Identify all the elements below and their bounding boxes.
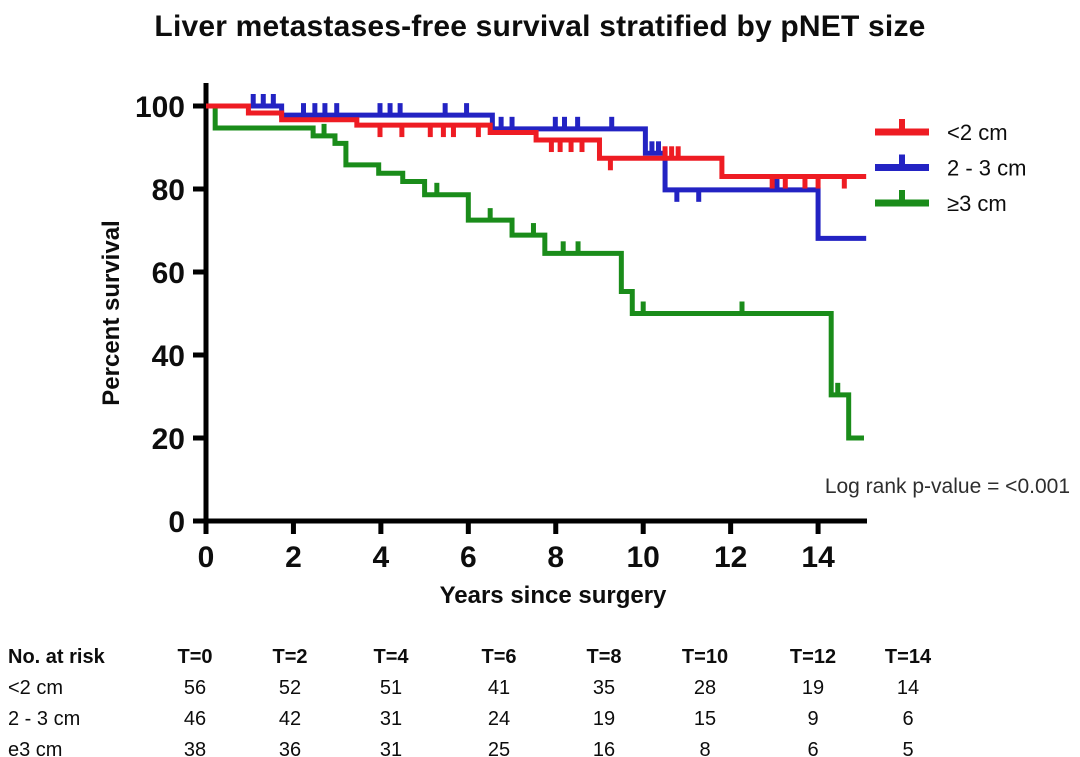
y-tick-label: 0 xyxy=(168,506,185,539)
risk-count-cell: 16 xyxy=(592,739,616,757)
x-tick-label: 4 xyxy=(373,541,390,574)
risk-count-cell: 42 xyxy=(278,708,302,730)
risk-count-cell: 14 xyxy=(896,677,920,699)
x-axis-title: Years since surgery xyxy=(440,582,667,609)
km-curves-layer xyxy=(206,94,867,441)
risk-column-header: T=8 xyxy=(586,646,622,668)
risk-count-cell: 36 xyxy=(278,739,302,757)
risk-count-cell: 15 xyxy=(693,708,717,730)
chart-title: Liver metastases-free survival stratifie… xyxy=(154,10,926,43)
x-tick-label: 6 xyxy=(460,541,477,574)
risk-count-cell: 51 xyxy=(379,677,403,699)
risk-count-cell: 24 xyxy=(487,708,511,730)
risk-count-cell: 56 xyxy=(183,677,207,699)
risk-count-cell: 5 xyxy=(902,739,914,757)
risk-count-cell: 25 xyxy=(487,739,511,757)
y-tick-label: 40 xyxy=(152,340,185,373)
risk-count-cell: 31 xyxy=(379,739,403,757)
axes-layer: 0 20 40 60 80 100 0 2 4 6 8 10 12 14 xyxy=(135,83,867,574)
risk-count-cell: 38 xyxy=(183,739,207,757)
risk-column-header: T=6 xyxy=(481,646,517,668)
legend-label-0: <2 cm xyxy=(947,120,1008,145)
y-tick-label: 100 xyxy=(135,91,185,124)
risk-column-header: T=12 xyxy=(789,646,837,668)
y-tick-label: 80 xyxy=(152,174,185,207)
risk-table-title: No. at risk xyxy=(8,646,105,668)
risk-row-label: e3 cm xyxy=(8,739,63,757)
risk-row-label: 2 - 3 cm xyxy=(8,708,81,730)
log-rank-annotation: Log rank p-value = <0.001 xyxy=(825,475,1070,498)
risk-column-header: T=0 xyxy=(177,646,213,668)
legend-label-1: 2 - 3 cm xyxy=(947,156,1026,181)
y-tick-label: 60 xyxy=(152,257,185,290)
risk-count-cell: 31 xyxy=(379,708,403,730)
legend-label-2: ≥3 cm xyxy=(947,191,1007,216)
risk-column-header: T=14 xyxy=(884,646,932,668)
risk-row-label: <2 cm xyxy=(8,677,64,699)
x-tick-label: 12 xyxy=(714,541,747,574)
x-tick-label: 0 xyxy=(198,541,215,574)
risk-count-cell: 8 xyxy=(699,739,711,757)
legend: <2 cm 2 - 3 cm ≥3 cm xyxy=(875,119,1026,216)
km-curve-series-0 xyxy=(206,103,867,180)
km-curve-series-2 xyxy=(206,103,864,441)
y-tick-label: 20 xyxy=(152,423,185,456)
x-tick-label: 2 xyxy=(285,541,302,574)
risk-count-cell: 9 xyxy=(807,708,819,730)
risk-count-cell: 28 xyxy=(693,677,717,699)
risk-count-cell: 46 xyxy=(183,708,207,730)
x-tick-label: 8 xyxy=(547,541,564,574)
x-tick-label: 14 xyxy=(801,541,835,574)
km-plot: 0 20 40 60 80 100 0 2 4 6 8 10 12 14 <2 cm 2 - 3 cm ≥3 … xyxy=(98,83,1070,609)
risk-count-cell: 6 xyxy=(807,739,819,757)
risk-count-cell: 19 xyxy=(592,708,616,730)
risk-count-cell: 41 xyxy=(487,677,511,699)
y-axis-title: Percent survival xyxy=(98,220,125,405)
risk-count-cell: 52 xyxy=(278,677,302,699)
risk-count-cell: 19 xyxy=(801,677,825,699)
x-tick-label: 10 xyxy=(627,541,660,574)
risk-count-cell: 6 xyxy=(902,708,914,730)
risk-count-cell: 35 xyxy=(592,677,616,699)
risk-column-header: T=10 xyxy=(681,646,729,668)
risk-column-header: T=4 xyxy=(373,646,409,668)
risk-column-header: T=2 xyxy=(272,646,308,668)
